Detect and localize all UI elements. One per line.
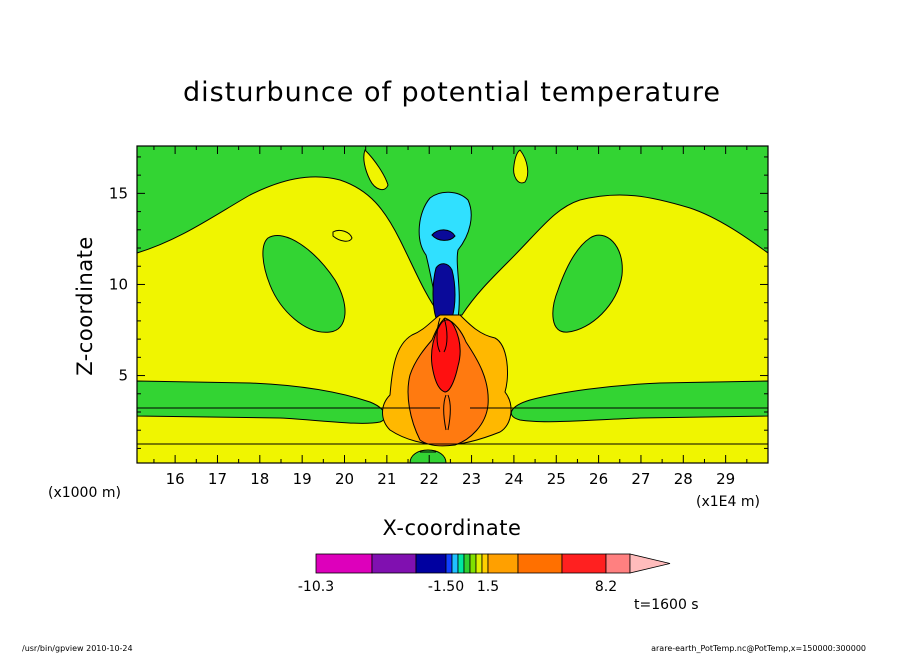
contour-core-3 (443, 394, 447, 431)
y-axis-unit: (x1000 m) (48, 485, 121, 501)
plot-frame (136, 145, 769, 464)
colorbar-tick-label: 8.2 (595, 579, 617, 595)
colorbar: -10.3 -1.50 1.5 8.2 (298, 553, 671, 595)
y-axis-label: Z-coordinate (73, 236, 97, 376)
y-axis: 5 10 15 (109, 156, 768, 449)
footer-left: /usr/bin/gpview 2010-10-24 (22, 644, 133, 653)
region-negative-moderate (418, 191, 472, 319)
contour-core-1 (436, 317, 441, 353)
colorbar-tick-label: -1.50 (428, 579, 464, 595)
colorbar-extend-arrow (629, 553, 671, 574)
colorbar-bin (487, 553, 519, 574)
x-tick-label: 19 (293, 470, 312, 488)
y-tick-label: 10 (109, 275, 128, 293)
colorbar-bin (475, 553, 483, 574)
x-tick-label: 16 (166, 470, 185, 488)
region-background-notch-right (513, 149, 529, 184)
region-background-small (332, 229, 353, 242)
x-axis-unit: (x1E4 m) (696, 494, 760, 510)
region-negative-strong-column (432, 263, 456, 319)
region-negative-weak-right (552, 234, 623, 333)
region-negative-weak-left (262, 235, 346, 333)
x-tick-label: 21 (377, 470, 396, 488)
colorbar-tick-label: 1.5 (477, 579, 499, 595)
colorbar-tick-label: -10.3 (298, 579, 334, 595)
x-tick-label: 29 (716, 470, 735, 488)
colorbar-bin (463, 553, 471, 574)
colorbar-bin (517, 553, 563, 574)
colorbar-bin (451, 553, 459, 574)
colorbar-bin (605, 553, 631, 574)
footer-right: arare-earth_PotTemp.nc@PotTemp,x=150000:… (651, 644, 866, 653)
region-background-notch-left (363, 149, 389, 191)
x-tick-label: 17 (208, 470, 227, 488)
x-tick-label: 26 (589, 470, 608, 488)
colorbar-bin (415, 553, 447, 574)
x-tick-label: 22 (420, 470, 439, 488)
colorbar-bin (561, 553, 607, 574)
region-negative-strong-top (431, 229, 456, 241)
chart-title: disturbunce of potential temperature (183, 77, 721, 108)
region-negative-weak-surface (409, 449, 447, 464)
x-axis-label: X-coordinate (383, 516, 522, 540)
x-tick-label: 25 (547, 470, 566, 488)
plot-area: 16 17 18 19 20 21 22 23 24 25 26 27 28 29 5 10 15 (109, 145, 769, 488)
contour-lines (137, 317, 768, 453)
contour-core-4 (447, 394, 451, 431)
x-tick-label: 24 (504, 470, 523, 488)
contour-core-2 (443, 317, 448, 353)
x-tick-label: 18 (250, 470, 269, 488)
time-annotation: t=1600 s (634, 597, 699, 613)
x-tick-label: 20 (335, 470, 354, 488)
x-tick-label: 23 (462, 470, 481, 488)
colorbar-bin (481, 553, 489, 574)
x-tick-label: 27 (631, 470, 650, 488)
y-tick-label: 5 (118, 367, 128, 385)
colorbar-bin (371, 553, 417, 574)
colorbar-bin (445, 553, 453, 574)
x-axis: 16 17 18 19 20 21 22 23 24 25 26 27 28 29 (153, 146, 748, 488)
y-tick-label: 15 (109, 184, 128, 202)
x-tick-label: 28 (674, 470, 693, 488)
colorbar-bin (315, 553, 373, 574)
colorbar-bin (469, 553, 477, 574)
region-negative-weak-low-right (510, 380, 769, 423)
region-positive-strong (431, 319, 461, 393)
colorbar-bin (457, 553, 465, 574)
